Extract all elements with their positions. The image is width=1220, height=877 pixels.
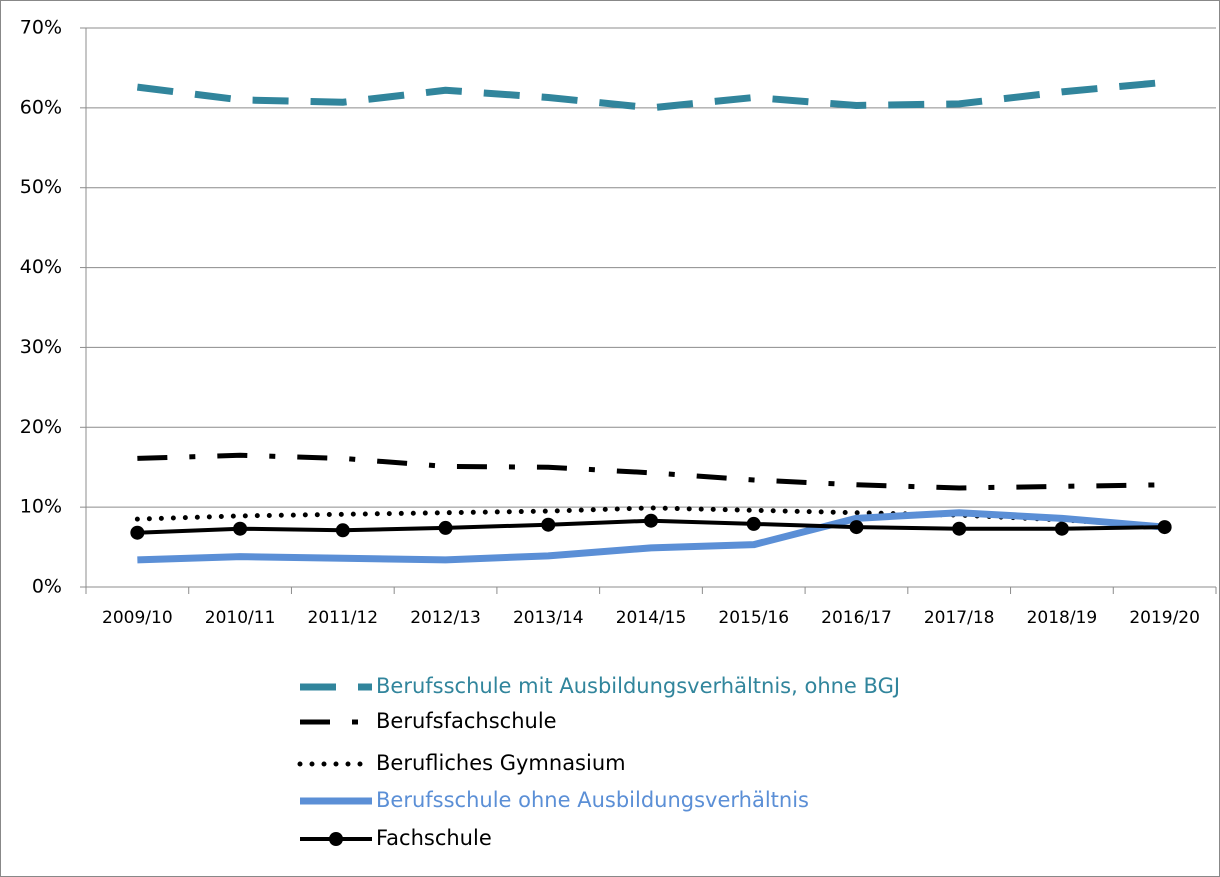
x-tick-label: 2014/15 bbox=[616, 608, 687, 628]
series-line bbox=[137, 509, 1165, 564]
x-tick-label: 2017/18 bbox=[924, 608, 995, 628]
legend-label: Berufliches Gymnasium bbox=[376, 751, 626, 775]
y-tick-label: 60% bbox=[20, 96, 62, 118]
marker bbox=[1054, 521, 1069, 536]
y-tick-label: 40% bbox=[20, 256, 62, 278]
marker bbox=[438, 520, 453, 535]
y-tick-label: 70% bbox=[20, 17, 62, 39]
x-tick-label: 2013/14 bbox=[513, 608, 584, 628]
marker bbox=[130, 525, 145, 540]
x-tick-label: 2019/20 bbox=[1129, 608, 1200, 628]
series-line bbox=[134, 505, 1168, 529]
x-tick-label: 2011/12 bbox=[308, 608, 379, 628]
marker bbox=[952, 521, 967, 536]
legend-label: Berufsfachschule bbox=[376, 709, 557, 733]
marker bbox=[746, 516, 761, 531]
x-tick-label: 2018/19 bbox=[1027, 608, 1098, 628]
legend-marker bbox=[329, 832, 343, 846]
legend-label: Berufsschule mit Ausbildungsverhältnis, … bbox=[376, 674, 900, 698]
x-tick-label: 2016/17 bbox=[821, 608, 892, 628]
y-tick-label: 10% bbox=[20, 496, 62, 518]
legend-label: Fachschule bbox=[376, 826, 492, 850]
x-tick-label: 2012/13 bbox=[410, 608, 481, 628]
y-tick-label: 30% bbox=[20, 336, 62, 358]
y-tick-label: 50% bbox=[20, 176, 62, 198]
y-tick-label: 20% bbox=[20, 416, 62, 438]
x-tick-label: 2009/10 bbox=[102, 608, 173, 628]
marker bbox=[644, 513, 658, 528]
marker bbox=[849, 520, 864, 535]
legend-label: Berufsschule ohne Ausbildungsverhältnis bbox=[376, 788, 809, 812]
y-tick-label: 0% bbox=[32, 576, 62, 598]
marker bbox=[335, 523, 350, 538]
marker bbox=[541, 517, 556, 532]
x-tick-label: 2010/11 bbox=[205, 608, 276, 628]
marker bbox=[1157, 520, 1172, 535]
x-tick-label: 2015/16 bbox=[718, 608, 789, 628]
series-line bbox=[137, 452, 1165, 491]
marker bbox=[233, 521, 248, 536]
